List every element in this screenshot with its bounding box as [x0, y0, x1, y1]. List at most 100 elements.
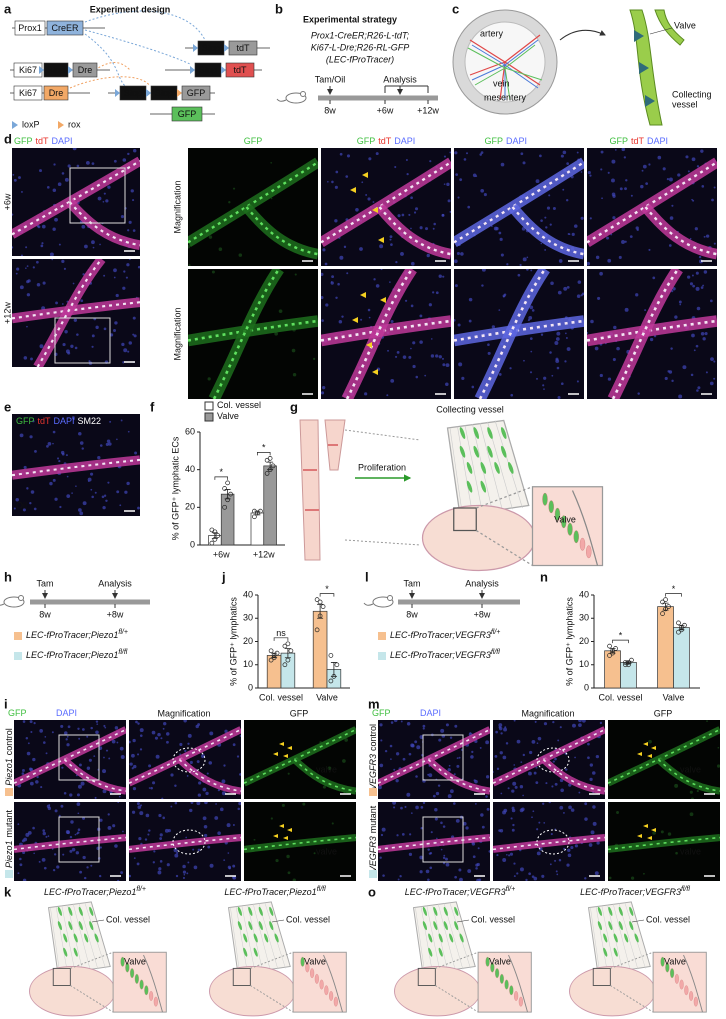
- nucleus: [549, 223, 552, 226]
- nucleus: [471, 750, 474, 754]
- nucleus: [193, 865, 198, 870]
- nucleus: [637, 392, 640, 395]
- nucleus: [122, 830, 124, 833]
- vessel-core: [378, 206, 451, 256]
- nucleus: [551, 374, 554, 377]
- timeline-event: Tam/Oil: [315, 74, 346, 84]
- nucleus: [448, 764, 451, 767]
- nucleus: [321, 296, 324, 300]
- wall-hatch: [479, 422, 503, 511]
- nucleus: [447, 768, 451, 772]
- nucleus: [54, 809, 58, 813]
- nucleus: [660, 830, 664, 834]
- schematic-label: Col. vessel: [286, 914, 330, 924]
- legend-swatch: [14, 632, 22, 640]
- nucleus: [76, 802, 81, 806]
- nucleus: [226, 823, 231, 828]
- nucleus: [63, 791, 67, 795]
- nucleus: [281, 803, 285, 807]
- data-point: [660, 611, 665, 616]
- y-tick-label: 0: [190, 539, 195, 549]
- nucleus: [197, 848, 201, 852]
- valve-outline: [172, 747, 206, 773]
- nucleus: [26, 293, 31, 297]
- nucleus: [221, 791, 226, 796]
- nucleus: [397, 214, 401, 218]
- vessel-tube: [299, 419, 346, 561]
- nucleus: [72, 282, 75, 285]
- gfp-cell: [422, 906, 428, 916]
- nucleus: [437, 784, 441, 787]
- nucleus: [577, 280, 582, 284]
- nucleus: [73, 318, 78, 322]
- nucleus: [406, 792, 411, 797]
- wall-hatch: [415, 907, 426, 975]
- nucleus: [500, 253, 504, 257]
- nucleus: [554, 341, 559, 345]
- nucleus: [105, 199, 109, 203]
- arrowhead-marker: [651, 828, 656, 832]
- nucleus: [105, 499, 108, 503]
- arrowhead-marker: [279, 824, 284, 828]
- vessel-core: [321, 319, 451, 342]
- nucleus: [533, 771, 537, 775]
- legend-swatch: [204, 401, 214, 411]
- nucleus: [67, 725, 71, 729]
- nucleus: [447, 199, 451, 203]
- nucleus: [520, 761, 523, 763]
- nucleus: [65, 738, 68, 741]
- nucleus: [675, 851, 678, 855]
- nucleus: [215, 803, 217, 805]
- loxp-site: [39, 66, 44, 74]
- nucleus: [42, 829, 46, 832]
- data-point: [271, 655, 277, 661]
- nucleus: [390, 758, 392, 760]
- nucleus: [133, 149, 137, 153]
- nucleus: [324, 262, 328, 266]
- valve-label: Valve: [674, 20, 696, 30]
- nucleus: [671, 204, 674, 207]
- schematic-label: Col. vessel: [646, 914, 690, 924]
- nucleus: [601, 197, 603, 200]
- channel-name: DAPI: [56, 708, 77, 718]
- legend-entry: LEC-fProTracer;Piezo1fl/fl: [26, 649, 128, 661]
- vessel-core: [129, 836, 241, 851]
- nucleus: [389, 281, 391, 283]
- nucleus: [379, 244, 384, 249]
- nucleus: [46, 186, 50, 189]
- nucleus: [641, 169, 644, 172]
- nucleus: [107, 481, 110, 484]
- gfp-cell: [89, 906, 94, 916]
- nucleus: [435, 291, 439, 295]
- nucleus: [85, 160, 90, 165]
- nucleus: [86, 866, 89, 869]
- data-point: [288, 648, 294, 654]
- nucleus: [559, 726, 562, 729]
- nucleus: [511, 789, 515, 793]
- nucleus: [685, 155, 689, 159]
- nucleus: [113, 268, 117, 273]
- nucleus: [122, 158, 127, 162]
- microscopy-image: [244, 720, 356, 799]
- gene-box: [181, 85, 211, 101]
- nucleus: [705, 371, 708, 374]
- nucleus: [557, 739, 560, 742]
- nucleus: [565, 337, 568, 340]
- nucleus: [599, 721, 603, 725]
- nucleus: [389, 744, 393, 748]
- nucleus: [677, 173, 681, 177]
- nucleus: [387, 349, 389, 352]
- nucleus: [126, 481, 130, 486]
- nucleus: [159, 837, 163, 840]
- nucleus: [174, 853, 179, 858]
- nucleus: [522, 161, 526, 165]
- nucleus: [454, 259, 458, 264]
- nucleus: [390, 243, 393, 246]
- loxp-site: [190, 66, 195, 74]
- gfp-cell: [243, 947, 248, 957]
- nucleus: [559, 805, 564, 810]
- data-point: [212, 529, 218, 535]
- gfp-cell: [459, 427, 466, 439]
- valve-cell: [319, 979, 324, 990]
- nucleus: [54, 497, 58, 501]
